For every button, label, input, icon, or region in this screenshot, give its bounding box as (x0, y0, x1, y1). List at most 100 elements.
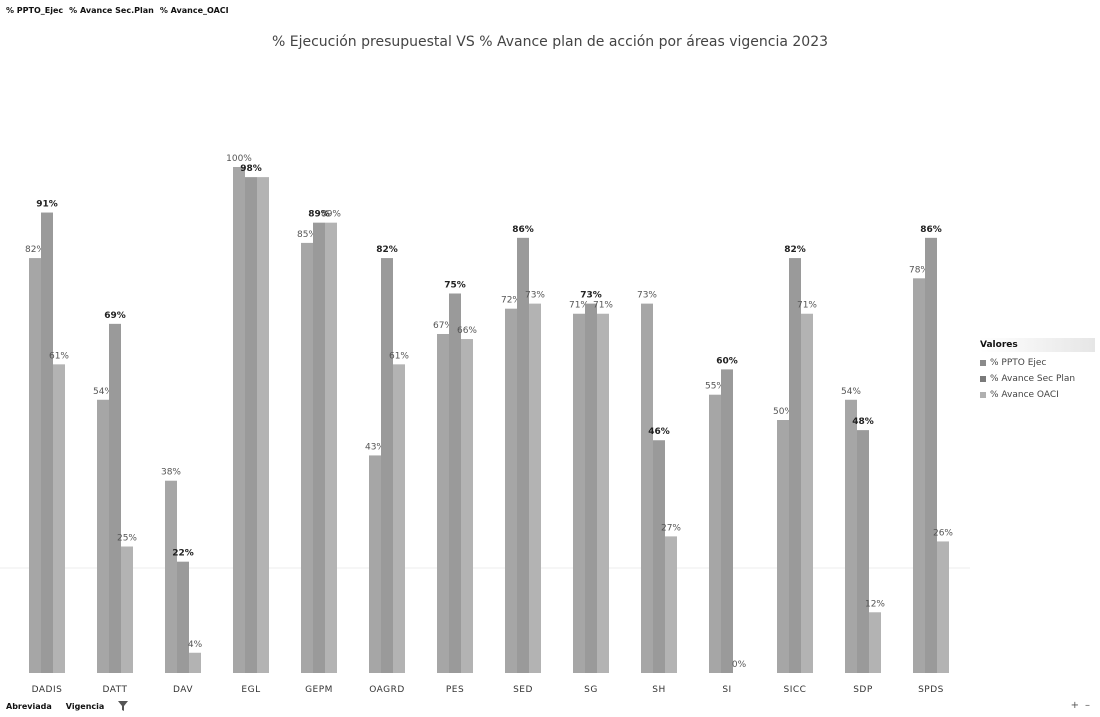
bar-SI-s1[interactable] (721, 369, 733, 673)
bar-SPDS-s1[interactable] (925, 237, 937, 673)
bar-SH-s1[interactable] (653, 440, 665, 673)
x-tick-label: SI (722, 685, 731, 695)
bar-GEPM-s1[interactable] (313, 222, 325, 673)
legend-title: Valores (980, 338, 1095, 352)
data-label-SDP-s2: 12% (865, 599, 885, 609)
data-label-SED-s0: 72% (501, 296, 521, 306)
bar-SDP-s2[interactable] (869, 612, 881, 673)
data-label-EGL-s0: 100% (226, 154, 252, 164)
legend-item-oaci[interactable]: % Avance OACI (980, 390, 1095, 400)
bar-SG-s2[interactable] (597, 313, 609, 673)
bar-PES-s0[interactable] (437, 333, 449, 673)
zoom-controls: + – (1071, 700, 1090, 711)
filter-icon[interactable] (118, 701, 129, 711)
bar-SICC-s0[interactable] (777, 420, 789, 673)
bar-EGL-s0[interactable] (233, 167, 245, 673)
x-tick-label: GEPM (305, 685, 333, 695)
bar-DAV-s1[interactable] (177, 561, 189, 673)
bar-OAGRD-s1[interactable] (381, 258, 393, 673)
bar-SDP-s0[interactable] (845, 399, 857, 673)
data-label-PES-s1: 75% (444, 281, 466, 291)
data-label-GEPM-s0: 85% (297, 230, 317, 240)
field-abreviada[interactable]: Abreviada (6, 701, 52, 711)
field-avance-sec-plan[interactable]: % Avance Sec.Plan (69, 6, 154, 15)
bar-DAV-s0[interactable] (165, 480, 177, 673)
bar-SPDS-s0[interactable] (913, 278, 925, 673)
data-label-DATT-s2: 25% (117, 534, 137, 544)
field-ppto-ejec[interactable]: % PPTO_Ejec (6, 6, 64, 15)
x-tick-label: SED (513, 685, 533, 695)
bar-SH-s0[interactable] (641, 303, 653, 673)
legend-swatch-sec (980, 376, 986, 382)
legend-item-sec[interactable]: % Avance Sec Plan (980, 374, 1095, 384)
bar-SG-s1[interactable] (585, 303, 597, 673)
data-label-PES-s2: 66% (457, 326, 477, 336)
data-label-SDP-s0: 54% (841, 387, 861, 397)
data-label-SED-s1: 86% (512, 225, 534, 235)
data-label-SICC-s1: 82% (784, 245, 806, 255)
x-tick-label: PES (446, 685, 464, 695)
data-label-DAV-s1: 22% (172, 549, 194, 559)
bar-SH-s2[interactable] (665, 536, 677, 673)
bar-SED-s0[interactable] (505, 308, 517, 673)
data-label-DATT-s0: 54% (93, 387, 113, 397)
bar-DATT-s0[interactable] (97, 399, 109, 673)
field-vigencia[interactable]: Vigencia (65, 701, 105, 711)
legend-swatch-ppto (980, 360, 986, 366)
bar-SPDS-s2[interactable] (937, 541, 949, 673)
bar-GEPM-s0[interactable] (301, 242, 313, 673)
bar-DATT-s2[interactable] (121, 546, 133, 674)
data-label-EGL-s1: 98% (240, 164, 262, 174)
data-label-GEPM-s1: 89% (308, 210, 330, 220)
bar-SI-s0[interactable] (709, 394, 721, 673)
data-label-SH-s0: 73% (637, 291, 657, 301)
x-tick-label: DAV (173, 685, 193, 695)
data-label-OAGRD-s0: 43% (365, 442, 385, 452)
x-tick-label: SG (584, 685, 598, 695)
data-label-DADIS-s0: 82% (25, 245, 45, 255)
data-label-SPDS-s0: 78% (909, 265, 929, 275)
bar-SICC-s2[interactable] (801, 313, 813, 673)
zoom-in-button[interactable]: + (1070, 700, 1079, 711)
legend-swatch-oaci (980, 392, 986, 398)
data-label-SH-s2: 27% (661, 523, 681, 533)
bar-DAV-s2[interactable] (189, 652, 201, 673)
bar-DATT-s1[interactable] (109, 323, 121, 673)
bar-PES-s2[interactable] (461, 339, 473, 673)
bar-EGL-s1[interactable] (245, 177, 257, 673)
data-label-SPDS-s1: 86% (920, 225, 942, 235)
data-label-DADIS-s1: 91% (36, 200, 58, 210)
bar-DADIS-s2[interactable] (53, 364, 65, 673)
bar-SDP-s1[interactable] (857, 430, 869, 673)
data-label-PES-s0: 67% (433, 321, 453, 331)
legend-label-ppto: % PPTO Ejec (990, 358, 1047, 368)
data-label-SPDS-s2: 26% (933, 528, 953, 538)
legend-label-oaci: % Avance OACI (990, 390, 1059, 400)
bar-GEPM-s2[interactable] (325, 222, 337, 673)
bar-SED-s2[interactable] (529, 303, 541, 673)
bar-DADIS-s0[interactable] (29, 258, 41, 673)
bar-SG-s0[interactable] (573, 313, 585, 673)
x-tick-label: DATT (102, 685, 127, 695)
bar-PES-s1[interactable] (449, 293, 461, 674)
bar-OAGRD-s2[interactable] (393, 364, 405, 673)
data-label-SI-s1: 60% (716, 356, 738, 366)
field-avance-oaci[interactable]: % Avance_OACI (159, 6, 229, 15)
x-tick-label: SH (652, 685, 665, 695)
bar-EGL-s2[interactable] (257, 177, 269, 673)
zoom-out-button[interactable]: – (1085, 700, 1090, 711)
data-label-DATT-s1: 69% (104, 311, 126, 321)
data-label-SG-s2: 71% (593, 301, 613, 311)
data-label-SICC-s0: 50% (773, 407, 793, 417)
data-label-OAGRD-s2: 61% (389, 351, 409, 361)
bar-SED-s1[interactable] (517, 237, 529, 673)
bar-OAGRD-s0[interactable] (369, 455, 381, 673)
bar-DADIS-s1[interactable] (41, 212, 53, 674)
legend-item-ppto[interactable]: % PPTO Ejec (980, 358, 1095, 368)
data-label-DAV-s0: 38% (161, 468, 181, 478)
chart-title: % Ejecución presupuestal VS % Avance pla… (271, 34, 829, 50)
bar-SICC-s1[interactable] (789, 258, 801, 673)
axis-field-bar: Abreviada Vigencia (6, 701, 129, 711)
data-label-DADIS-s2: 61% (49, 351, 69, 361)
